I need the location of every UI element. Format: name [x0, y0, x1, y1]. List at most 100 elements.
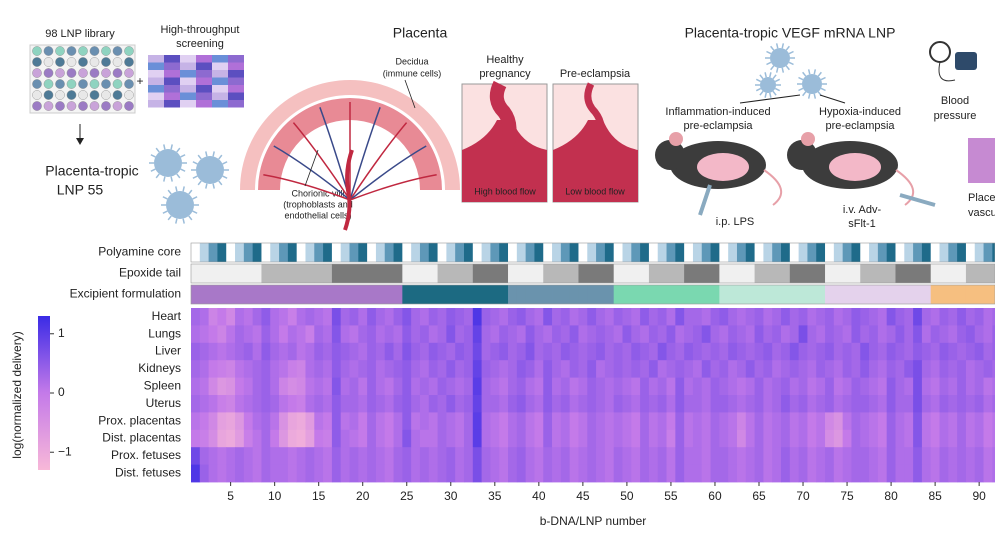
- heatmap-cell: [560, 377, 571, 396]
- heatmap-cell: [463, 325, 474, 344]
- heatmap-cell: [825, 447, 835, 465]
- heatmap-cell: [772, 377, 782, 396]
- heatmap-cell: [402, 447, 412, 465]
- heatmap-cell: [552, 447, 562, 465]
- heatmap-cell: [640, 377, 650, 396]
- heatmap-cell: [419, 308, 430, 326]
- track-cell: [552, 264, 562, 283]
- heatmap-cell: [499, 308, 509, 326]
- heatmap-cell: [745, 342, 755, 361]
- heatmap-cell: [569, 360, 579, 378]
- heatmap-cell: [657, 325, 667, 344]
- heatmap-cell: [358, 429, 368, 448]
- heatmap-cell: [287, 325, 298, 344]
- lnp: [760, 77, 776, 93]
- track-cell: [472, 285, 483, 304]
- x-tick-label: 50: [620, 489, 634, 503]
- heatmap-cell: [340, 308, 350, 326]
- heatmap-cell: [965, 464, 976, 483]
- screening-cell: [180, 62, 196, 70]
- heatmap-cell: [252, 325, 262, 344]
- track-cell: [331, 243, 342, 262]
- heatmap-cell: [217, 308, 227, 326]
- screening-label: screening: [176, 38, 224, 50]
- heatmap-cell: [710, 308, 720, 326]
- heatmap-cell: [243, 412, 254, 431]
- heatmap-cell: [384, 447, 394, 465]
- heatmap-cell: [296, 377, 306, 396]
- heatmap-cell: [684, 412, 694, 431]
- heatmap-cell: [983, 464, 993, 483]
- heatmap-cell: [393, 464, 403, 483]
- heatmap-cell: [305, 377, 315, 396]
- lnp-spike: [218, 180, 223, 186]
- heatmap-cell: [287, 342, 298, 361]
- heatmap-cell: [508, 308, 518, 326]
- screening-cell: [180, 70, 196, 78]
- row-label: Liver: [155, 344, 181, 358]
- heatmap-cell: [560, 429, 571, 448]
- heatmap-cell: [472, 377, 483, 396]
- heatmap-cell: [860, 412, 870, 431]
- vessel: [273, 145, 351, 201]
- heatmap-cell: [736, 395, 747, 413]
- heatmap-cell: [816, 377, 826, 396]
- heatmap-cell: [745, 412, 755, 431]
- library-dot: [55, 46, 65, 56]
- track-cell: [534, 285, 544, 304]
- library-dot: [112, 46, 123, 56]
- heatmap-cell: [763, 447, 773, 465]
- track-frame: [190, 263, 995, 284]
- heatmap-cell: [648, 377, 659, 396]
- heatmap-cell: [402, 377, 412, 396]
- heatmap-cell: [349, 308, 359, 326]
- track-cell: [455, 285, 465, 304]
- track-cell: [684, 264, 694, 283]
- heatmap-cell: [992, 360, 995, 378]
- track-cell: [781, 243, 791, 262]
- colorbar: [38, 316, 50, 470]
- heatmap-cell: [587, 395, 597, 413]
- heatmap-cell: [516, 412, 527, 431]
- heatmap-cell: [191, 342, 201, 361]
- heatmap-cell: [481, 395, 491, 413]
- heatmap-cell: [613, 412, 623, 431]
- lnp-spike: [798, 87, 804, 92]
- heatmap-cell: [719, 325, 729, 344]
- heatmap-cell: [930, 464, 940, 483]
- heatmap-cell: [340, 395, 350, 413]
- heatmap-cell: [842, 342, 852, 361]
- track-cell: [525, 264, 535, 283]
- heatmap-cell: [736, 429, 747, 448]
- track-cell: [358, 264, 368, 283]
- heatmap-cell: [886, 464, 896, 483]
- track-cell: [895, 243, 905, 262]
- track-cell: [860, 264, 870, 283]
- heatmap-cell: [974, 395, 984, 413]
- heatmap-cell: [957, 325, 967, 344]
- pre-label: Pre-eclampsia: [560, 68, 631, 80]
- track-cell: [279, 285, 289, 304]
- track-cell: [596, 285, 606, 304]
- track-cell: [728, 285, 738, 304]
- heatmap-cell: [393, 325, 403, 344]
- heatmap-cell: [596, 447, 606, 465]
- heatmap-cell: [490, 429, 500, 448]
- heatmap-cell: [287, 447, 298, 465]
- heatmap-cell: [481, 377, 491, 396]
- heatmap-cell: [287, 377, 298, 396]
- heatmap-cell: [842, 447, 852, 465]
- track-cell: [235, 285, 245, 304]
- heatmap-cell: [807, 360, 817, 378]
- heatmap-cell: [939, 325, 949, 344]
- heatmap-cell: [833, 377, 844, 396]
- track-cell: [516, 243, 527, 262]
- row-label: Spleen: [144, 378, 181, 392]
- heatmap-cell: [921, 308, 932, 326]
- heatmap-cell: [772, 464, 782, 483]
- heatmap-cell: [965, 395, 976, 413]
- library-dot: [101, 68, 111, 78]
- library-dot: [78, 57, 88, 67]
- track-cell: [983, 264, 993, 283]
